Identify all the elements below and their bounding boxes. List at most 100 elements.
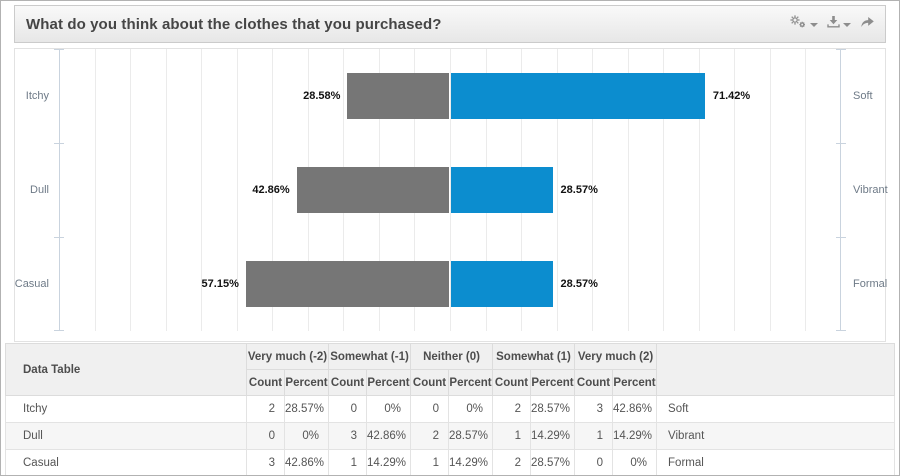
gridline	[734, 49, 736, 331]
positive-value-label: 71.42%	[712, 90, 751, 102]
category-label-left: Casual	[14, 278, 49, 290]
negative-bar[interactable]	[245, 261, 449, 307]
column-group-header: Neither (0)	[410, 343, 493, 370]
caret-down-icon	[810, 23, 818, 27]
gears-icon	[789, 14, 807, 34]
table-cell: 2	[492, 449, 531, 475]
axis-tick	[836, 236, 846, 238]
sub-header-count: Count	[574, 369, 614, 396]
table-cell: 0	[328, 395, 367, 423]
sub-header-count: Count	[410, 369, 449, 396]
table-cell: 1	[492, 422, 531, 450]
column-group-header: Very much (-2)	[246, 343, 329, 370]
chart-panel: 28.58% 71.42% Itchy Soft 42.86% 28.57% Dull Vib…	[14, 48, 888, 342]
sub-header-percent: Percent	[366, 369, 411, 396]
table-cell: 3	[328, 422, 367, 450]
table-cell: 42.86%	[612, 395, 658, 423]
negative-bar[interactable]	[296, 167, 449, 213]
table-row: Casual 3 42.86% 1 14.29% 1 14.29% 2 28.57% 0 0% For…	[5, 449, 895, 475]
chart-row: 28.58% 71.42% Itchy Soft	[26, 49, 873, 143]
table-cell: 42.86%	[366, 422, 411, 450]
axis-tick	[54, 142, 64, 144]
table-row: Itchy 2 28.57% 0 0% 0 0% 2 28.57% 3 42.86% Soft	[5, 395, 895, 423]
negative-bar[interactable]	[347, 73, 449, 119]
gridline	[130, 49, 132, 331]
table-title: Data Table	[5, 343, 247, 396]
column-group-header: Very much (2)	[574, 343, 658, 370]
table-cell: 1	[328, 449, 367, 475]
column-group-header: Somewhat (1)	[491, 343, 576, 370]
table-cell: 42.86%	[284, 449, 329, 475]
category-label-right: Formal	[853, 278, 888, 290]
table-cell: 14.29%	[529, 422, 576, 450]
data-table: Data Table Very much (-2) Somewhat (-1) Nei…	[5, 343, 895, 475]
share-button[interactable]	[860, 15, 875, 33]
question-title: What do you think about the clothes that…	[26, 15, 442, 33]
gridline	[698, 49, 700, 331]
settings-button[interactable]	[789, 14, 818, 34]
table-cell: 14.29%	[366, 449, 411, 475]
negative-value-label: 57.15%	[201, 278, 239, 290]
table-cell: 0%	[366, 395, 411, 423]
axis-tick	[836, 330, 846, 331]
category-label-left: Itchy	[25, 90, 49, 102]
table-cell: 1	[574, 422, 614, 450]
gridline	[236, 49, 238, 331]
row-right-label: Vibrant	[656, 422, 895, 450]
row-right-label: Soft	[656, 395, 895, 423]
column-group-header: Somewhat (-1)	[328, 343, 411, 370]
gridline	[94, 49, 96, 331]
table-cell: 28.57%	[529, 449, 576, 475]
table-cell: 2	[246, 395, 285, 423]
table-cell: 0	[410, 395, 449, 423]
gridline	[556, 49, 558, 331]
negative-value-label: 28.58%	[303, 90, 341, 102]
row-right-label: Formal	[656, 449, 895, 475]
table-cell: 0	[246, 422, 285, 450]
sub-header-count: Count	[246, 369, 285, 396]
axis-tick	[836, 142, 846, 144]
gridline	[805, 49, 807, 331]
gridline	[201, 49, 203, 331]
axis-tick	[54, 330, 64, 331]
table-cell: 28.57%	[284, 395, 329, 423]
category-label-right: Soft	[853, 90, 873, 102]
gridline	[592, 49, 594, 331]
gridline	[450, 49, 451, 331]
table-cell: 1	[410, 449, 449, 475]
table-cell: 14.29%	[448, 449, 493, 475]
axis-tick	[54, 236, 64, 238]
gridline	[165, 49, 167, 331]
gridline	[627, 49, 629, 331]
gridline	[663, 49, 665, 331]
positive-bar[interactable]	[451, 167, 553, 213]
row-label: Dull	[5, 422, 247, 450]
positive-value-label: 28.57%	[560, 184, 598, 196]
table-cell: 0%	[284, 422, 329, 450]
positive-value-label: 28.57%	[560, 278, 598, 290]
category-label-left: Dull	[30, 184, 49, 196]
question-header: What do you think about the clothes that…	[14, 5, 886, 43]
table-cell: 0	[574, 449, 614, 475]
sub-header-count: Count	[328, 369, 367, 396]
download-button[interactable]	[827, 15, 851, 33]
sub-header-percent: Percent	[529, 369, 576, 396]
header-toolbar	[789, 14, 885, 34]
table-cell: 14.29%	[612, 422, 658, 450]
chart-row: 57.15% 28.57% Casual Formal	[15, 237, 887, 331]
table-cell: 0%	[448, 395, 493, 423]
caret-down-icon	[843, 23, 851, 27]
download-icon	[827, 15, 840, 33]
sub-header-count: Count	[492, 369, 531, 396]
gridline	[272, 49, 274, 331]
chart-row: 42.86% 28.57% Dull Vibrant	[30, 143, 888, 237]
positive-bar[interactable]	[451, 261, 553, 307]
category-label-right: Vibrant	[853, 184, 888, 196]
data-table-section: Data Table Very much (-2) Somewhat (-1) Nei…	[5, 343, 895, 475]
category-axis-right	[840, 49, 841, 331]
table-row: Dull 0 0% 3 42.86% 2 28.57% 1 14.29% 1 14.29% Vibra…	[5, 422, 895, 450]
sub-header-percent: Percent	[448, 369, 493, 396]
positive-bar[interactable]	[451, 73, 705, 119]
axis-tick	[836, 49, 846, 50]
